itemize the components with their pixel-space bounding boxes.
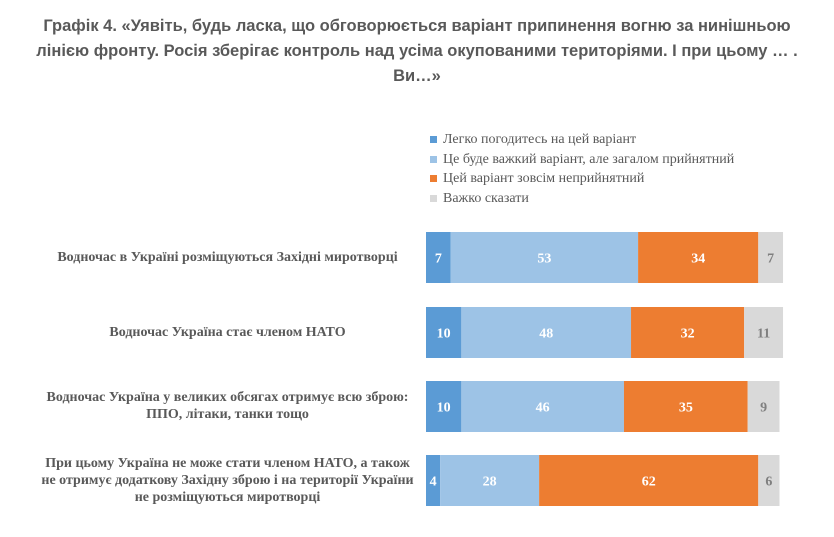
legend-label-unacceptable: Цей варіант зовсім неприйнятний <box>443 171 645 186</box>
legend-item-easy: Легко погодитесь на цей варіант <box>430 130 734 150</box>
legend-swatch-easy <box>430 136 437 144</box>
bar-segment-easy <box>426 232 451 283</box>
bar-segment-hard-acceptable <box>440 455 540 506</box>
bar-segment-hard-to-say <box>744 307 784 358</box>
legend-swatch-hard-to-say <box>430 194 437 202</box>
data-label-unacceptable: 35 <box>679 401 693 416</box>
category-label-peacekeepers: Водночас в Україні розміщуються Західні … <box>57 250 398 265</box>
bar-segment-unacceptable <box>631 307 745 358</box>
data-label-hard-to-say: 6 <box>765 475 772 490</box>
data-label-easy: 7 <box>435 252 442 267</box>
data-label-hard-acceptable: 48 <box>539 327 553 342</box>
bar-segment-hard-to-say <box>758 232 784 283</box>
bar-segment-easy <box>426 381 462 432</box>
data-label-easy: 10 <box>437 327 451 342</box>
legend-label-hard-acceptable: Це буде важкий варіант, але загалом прий… <box>443 151 735 167</box>
legend-swatch-unacceptable <box>430 175 437 183</box>
bar-segment-easy <box>426 455 441 506</box>
bar-segment-hard-to-say <box>747 381 780 432</box>
bar-segment-hard-acceptable <box>450 232 639 283</box>
legend-item-hard-to-say: Важко сказати <box>430 189 734 209</box>
data-label-hard-to-say: 11 <box>757 327 770 342</box>
data-label-hard-acceptable: 28 <box>483 475 497 490</box>
category-label-weapons: Водночас Україна у великих обсягах отрим… <box>46 390 409 422</box>
legend-item-unacceptable: Цей варіант зовсім неприйнятний <box>430 169 734 189</box>
legend-item-hard-acceptable: Це буде важкий варіант, але загалом прий… <box>430 150 734 170</box>
data-label-hard-to-say: 9 <box>760 401 767 416</box>
chart-title: Графік 4. «Уявіть, будь ласка, що обгово… <box>36 17 798 85</box>
data-label-hard-to-say: 7 <box>767 252 774 267</box>
data-label-hard-acceptable: 53 <box>537 252 551 267</box>
bar-segment-hard-to-say <box>758 455 780 506</box>
bar-segment-hard-acceptable <box>461 307 632 358</box>
data-label-easy: 4 <box>430 475 437 490</box>
data-label-easy: 10 <box>437 401 451 416</box>
data-label-unacceptable: 34 <box>691 252 705 267</box>
data-label-unacceptable: 62 <box>642 475 656 490</box>
legend-label-easy: Легко погодитесь на цей варіант <box>443 132 637 147</box>
bar-segment-easy <box>426 307 462 358</box>
bar-segment-unacceptable <box>623 381 748 432</box>
legend-swatch-hard-acceptable <box>430 155 437 163</box>
data-label-unacceptable: 32 <box>681 327 695 342</box>
bar-segment-hard-acceptable <box>461 381 624 432</box>
category-label-no-guarantees: При цьому Україна не може стати членом Н… <box>41 456 414 505</box>
legend: Легко погодитесь на цей варіант Це буде … <box>430 130 734 208</box>
category-label-nato: Водночас Україна стає членом НАТО <box>109 324 346 340</box>
legend-label-hard-to-say: Важко сказати <box>443 190 529 206</box>
bar-segment-unacceptable <box>638 232 759 283</box>
data-label-hard-acceptable: 46 <box>536 401 550 416</box>
bar-segment-unacceptable <box>539 455 759 506</box>
